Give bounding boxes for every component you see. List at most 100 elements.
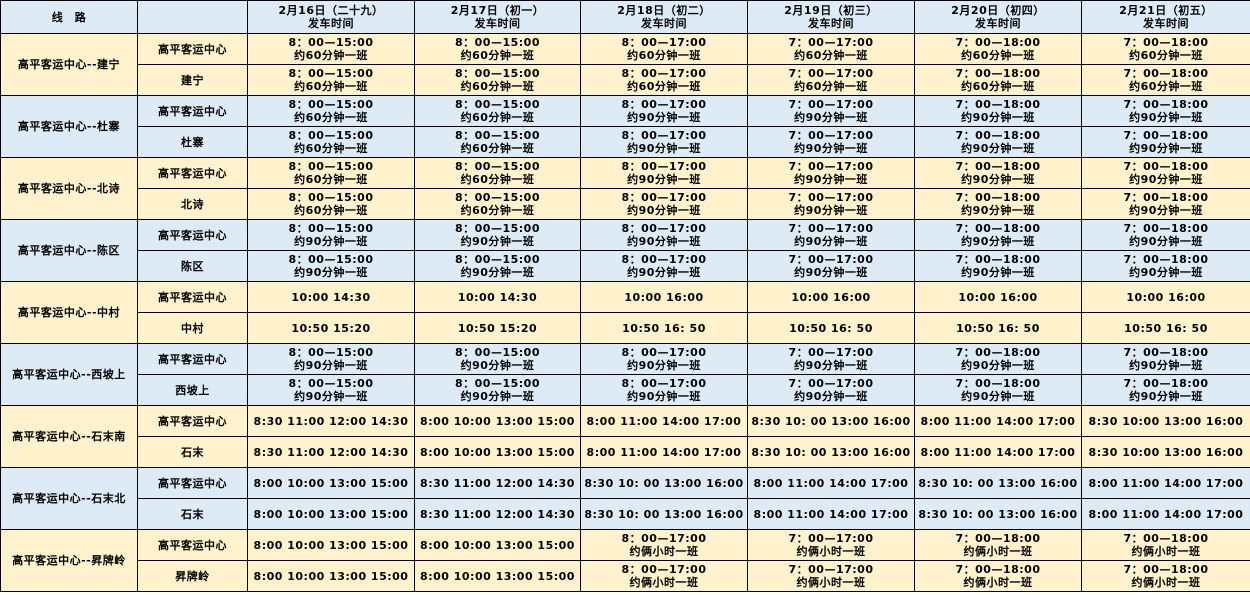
- header-date: 2月21日（初五） 发车时间: [1081, 0, 1250, 34]
- departure-time-cell: 10:50 16: 50: [1081, 312, 1250, 344]
- departure-time-cell: 8：00—17:00 约90分钟一班: [580, 219, 748, 251]
- departure-time-cell: 7：00—17:00 约60分钟一班: [747, 64, 915, 96]
- departure-time-cell: 7：00—18:00 约俩小时一班: [914, 560, 1082, 592]
- station-name: 建宁: [137, 64, 248, 96]
- departure-time-cell: 10:50 16: 50: [580, 312, 748, 344]
- station-name: 高平客运中心: [137, 467, 248, 499]
- header-date: 2月17日（初一） 发车时间: [414, 0, 581, 34]
- route-name: 高平客运中心--昇牌岭: [0, 529, 138, 592]
- departure-time-cell: 7：00—18:00 约俩小时一班: [1081, 560, 1250, 592]
- departure-time-cell: 7：00—18:00 约俩小时一班: [914, 529, 1082, 561]
- table-row: 高平客运中心--北诗 高平客运中心 8：00—15:00 约60分钟一班 8：00—1…: [0, 157, 1250, 220]
- departure-time-cell: 7：00—18:00 约90分钟一班: [914, 374, 1082, 406]
- departure-time-cell: 10:00 14:30: [414, 281, 581, 313]
- departure-time-cell: 8：00—15:00 约60分钟一班: [247, 33, 415, 65]
- departure-time-cell: 8：00—17:00 约90分钟一班: [580, 250, 748, 282]
- route-name: 高平客运中心--中村: [0, 281, 138, 344]
- station-name: 中村: [137, 312, 248, 344]
- departure-time-cell: 8:00 11:00 14:00 17:00: [914, 405, 1082, 437]
- departure-time-cell: 7：00—18:00 约90分钟一班: [1081, 250, 1250, 282]
- departure-time-cell: 7：00—17:00 约90分钟一班: [747, 343, 915, 375]
- departure-time-cell: 8:00 10:00 13:00 15:00: [414, 405, 581, 437]
- header-date: 2月16日（二十九） 发车时间: [247, 0, 415, 34]
- departure-time-cell: 10:50 15:20: [414, 312, 581, 344]
- table-row: 中村 10:50 15:20 10:50 15:20 10:50 16: 50 10:5…: [1, 312, 1250, 344]
- departure-time-cell: 8：00—17:00 约俩小时一班: [580, 560, 748, 592]
- departure-time-cell: 8:30 11:00 12:00 14:30: [247, 405, 415, 437]
- table-row: 建宁 8：00—15:00 约60分钟一班 8：00—15:00 约60分钟一班 8：…: [1, 64, 1250, 96]
- route-name: 高平客运中心--北诗: [0, 157, 138, 220]
- header-date: 2月18日（初二） 发车时间: [580, 0, 748, 34]
- departure-time-cell: 8:30 10: 00 13:00 16:00: [914, 467, 1082, 499]
- table-row: 高平客运中心--昇牌岭 高平客运中心 8:00 10:00 13:00 15:00 8…: [0, 529, 1250, 592]
- departure-time-cell: 8：00—17:00 约60分钟一班: [580, 64, 748, 96]
- departure-time-cell: 7：00—18:00 约90分钟一班: [914, 343, 1082, 375]
- header-route: 线 路: [0, 0, 138, 34]
- departure-time-cell: 7：00—17:00 约90分钟一班: [747, 126, 915, 158]
- departure-time-cell: 8:00 11:00 14:00 17:00: [914, 436, 1082, 468]
- departure-time-cell: 8：00—17:00 约90分钟一班: [580, 188, 748, 220]
- departure-time-cell: 8：00—17:00 约90分钟一班: [580, 95, 748, 127]
- station-name: 高平客运中心: [137, 33, 248, 65]
- table-row: 石末 8:00 10:00 13:00 15:00 8:30 11:00 12:00…: [1, 498, 1250, 530]
- table-row: 杜寨 8：00—15:00 约60分钟一班 8：00—15:00 约60分钟一班 8：…: [1, 126, 1250, 158]
- header-station: [137, 0, 248, 34]
- station-name: 高平客运中心: [137, 281, 248, 313]
- departure-time-cell: 8：00—15:00 约60分钟一班: [247, 64, 415, 96]
- departure-time-cell: 8：00—17:00 约90分钟一班: [580, 126, 748, 158]
- departure-time-cell: 8：00—17:00 约90分钟一班: [580, 157, 748, 189]
- route-name: 高平客运中心--杜寨: [0, 95, 138, 158]
- departure-time-cell: 7：00—17:00 约90分钟一班: [747, 219, 915, 251]
- departure-time-cell: 7：00—18:00 约90分钟一班: [914, 126, 1082, 158]
- departure-time-cell: 8:00 11:00 14:00 17:00: [580, 436, 748, 468]
- departure-time-cell: 8：00—15:00 约60分钟一班: [247, 126, 415, 158]
- route-name: 高平客运中心--陈区: [0, 219, 138, 282]
- departure-time-cell: 10:50 16: 50: [747, 312, 915, 344]
- departure-time-cell: 8：00—15:00 约60分钟一班: [414, 157, 581, 189]
- departure-time-cell: 7：00—18:00 约90分钟一班: [914, 188, 1082, 220]
- departure-time-cell: 8：00—15:00 约90分钟一班: [247, 250, 415, 282]
- table-row: 高平客运中心--杜寨 高平客运中心 8：00—15:00 约60分钟一班 8：00—1…: [0, 95, 1250, 158]
- station-name: 西坡上: [137, 374, 248, 406]
- departure-time-cell: 8:00 11:00 14:00 17:00: [1081, 498, 1250, 530]
- header-date: 2月19日（初三） 发车时间: [747, 0, 915, 34]
- departure-time-cell: 8：00—15:00 约60分钟一班: [247, 95, 415, 127]
- departure-time-cell: 10:00 14:30: [247, 281, 415, 313]
- departure-time-cell: 8：00—15:00 约60分钟一班: [247, 157, 415, 189]
- station-name: 昇牌岭: [137, 560, 248, 592]
- departure-time-cell: 8：00—17:00 约90分钟一班: [580, 343, 748, 375]
- departure-time-cell: 7：00—18:00 约90分钟一班: [1081, 374, 1250, 406]
- station-name: 高平客运中心: [137, 343, 248, 375]
- departure-time-cell: 8：00—17:00 约俩小时一班: [580, 529, 748, 561]
- station-name: 陈区: [137, 250, 248, 282]
- departure-time-cell: 8:30 10: 00 13:00 16:00: [580, 467, 748, 499]
- departure-time-cell: 8：00—15:00 约60分钟一班: [247, 188, 415, 220]
- departure-time-cell: 7：00—18:00 约90分钟一班: [1081, 126, 1250, 158]
- table-row: 高平客运中心--中村 高平客运中心 10:00 14:30 10:00 14:30 10…: [0, 281, 1250, 344]
- departure-time-cell: 10:00 16:00: [580, 281, 748, 313]
- departure-time-cell: 8：00—17:00 约60分钟一班: [580, 33, 748, 65]
- departure-time-cell: 8：00—15:00 约60分钟一班: [414, 188, 581, 220]
- departure-time-cell: 10:00 16:00: [914, 281, 1082, 313]
- departure-time-cell: 8:00 10:00 13:00 15:00: [247, 529, 415, 561]
- departure-time-cell: 8：00—15:00 约90分钟一班: [247, 374, 415, 406]
- departure-time-cell: 8:00 10:00 13:00 15:00: [247, 498, 415, 530]
- header-row: 线 路 2月16日（二十九） 发车时间 2月17日（初一） 发车时间 2月18日…: [0, 0, 1250, 34]
- departure-time-cell: 8:30 11:00 12:00 14:30: [247, 436, 415, 468]
- departure-time-cell: 7：00—18:00 约90分钟一班: [1081, 157, 1250, 189]
- route-name: 高平客运中心--建宁: [0, 33, 138, 96]
- station-name: 石末: [137, 436, 248, 468]
- departure-time-cell: 7：00—18:00 约60分钟一班: [1081, 33, 1250, 65]
- station-name: 高平客运中心: [137, 405, 248, 437]
- departure-time-cell: 10:50 15:20: [247, 312, 415, 344]
- table-row: 高平客运中心--石末南 高平客运中心 8:30 11:00 12:00 14:30 8…: [0, 405, 1250, 468]
- departure-time-cell: 8:00 10:00 13:00 15:00: [414, 560, 581, 592]
- departure-time-cell: 8:00 10:00 13:00 15:00: [247, 467, 415, 499]
- departure-time-cell: 8：00—17:00 约90分钟一班: [580, 374, 748, 406]
- departure-time-cell: 8:00 10:00 13:00 15:00: [414, 529, 581, 561]
- table-row: 高平客运中心--陈区 高平客运中心 8：00—15:00 约90分钟一班 8：00—1…: [0, 219, 1250, 282]
- departure-time-cell: 7：00—18:00 约90分钟一班: [914, 250, 1082, 282]
- departure-time-cell: 7：00—18:00 约90分钟一班: [1081, 188, 1250, 220]
- station-name: 高平客运中心: [137, 219, 248, 251]
- route-name: 高平客运中心--西坡上: [0, 343, 138, 406]
